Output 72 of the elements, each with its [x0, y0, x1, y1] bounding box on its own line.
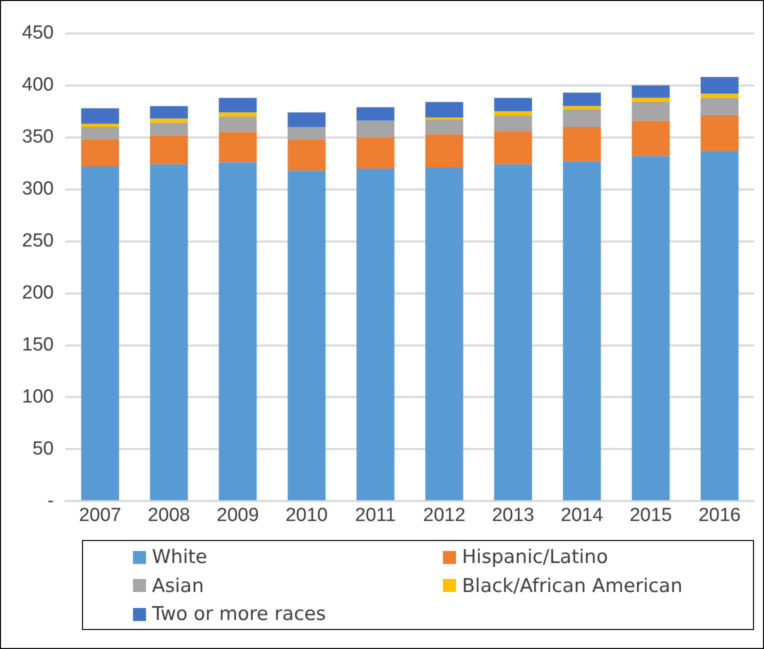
bar: [632, 156, 670, 500]
bar: [150, 122, 188, 136]
bar: [356, 168, 394, 500]
bar: [632, 102, 670, 121]
bar: [356, 120, 394, 138]
x-tick-label: 2015: [630, 504, 672, 526]
y-tick-label: 200: [22, 282, 54, 304]
bar: [632, 85, 670, 98]
legend-label: Hispanic/Latino: [462, 546, 608, 568]
bar: [562, 126, 601, 162]
bar: [150, 135, 188, 164]
bar: [494, 116, 532, 132]
x-tick-label: 2011: [355, 504, 396, 526]
x-tick-label: 2016: [698, 504, 741, 526]
bar: [425, 120, 464, 134]
y-tick-label: 100: [22, 386, 54, 408]
legend-label: White: [152, 546, 208, 568]
bar: [218, 116, 257, 132]
legend-label: Black/African American: [462, 574, 682, 597]
bar: [632, 120, 670, 156]
bar: [356, 137, 394, 169]
x-tick-label: 2013: [492, 504, 534, 526]
bar: [356, 107, 394, 121]
bar: [150, 164, 188, 500]
bar: [700, 98, 739, 116]
bar: [81, 126, 120, 140]
bar: [288, 126, 326, 140]
y-tick-label: 400: [22, 74, 54, 96]
bar: [81, 166, 120, 500]
y-tick-label: 250: [22, 230, 54, 252]
y-tick-label: 300: [22, 178, 54, 200]
bar: [81, 139, 120, 166]
bar: [494, 111, 532, 116]
bar: [150, 106, 188, 119]
y-tick-label: -: [47, 490, 54, 512]
x-tick-label: 2014: [560, 504, 604, 526]
y-tick-label: 150: [22, 334, 54, 356]
bar: [288, 139, 326, 171]
x-tick-label: 2008: [148, 504, 190, 526]
bar: [494, 164, 532, 500]
bar: [425, 134, 464, 168]
legend-label: Asian: [152, 574, 204, 597]
bar: [494, 131, 532, 164]
bar: [81, 108, 120, 124]
bar: [562, 109, 601, 127]
bar: [218, 98, 257, 112]
legend-label: Two or more races: [152, 603, 326, 626]
bar: [218, 162, 257, 500]
bar: [218, 132, 257, 162]
bar: [700, 116, 739, 151]
bar: [218, 112, 257, 117]
bar: [425, 102, 464, 118]
bar: [562, 92, 601, 106]
y-tick-label: 450: [22, 22, 54, 44]
y-tick-label: 350: [22, 126, 54, 148]
bar: [150, 118, 188, 123]
bar: [288, 170, 326, 500]
bar: [494, 98, 532, 112]
bar: [425, 168, 464, 500]
x-tick-label: 2009: [216, 504, 259, 526]
y-tick-label: 50: [32, 438, 54, 460]
bar: [632, 98, 670, 102]
bar: [700, 94, 739, 98]
bar: [700, 77, 739, 94]
x-tick-label: 2010: [285, 504, 328, 526]
x-tick-label: 2007: [78, 504, 122, 526]
bar: [700, 150, 739, 500]
x-tick-label: 2012: [423, 504, 466, 526]
bar: [288, 112, 326, 127]
bar: [562, 106, 601, 110]
bar: [562, 161, 601, 500]
bar: [81, 124, 120, 127]
